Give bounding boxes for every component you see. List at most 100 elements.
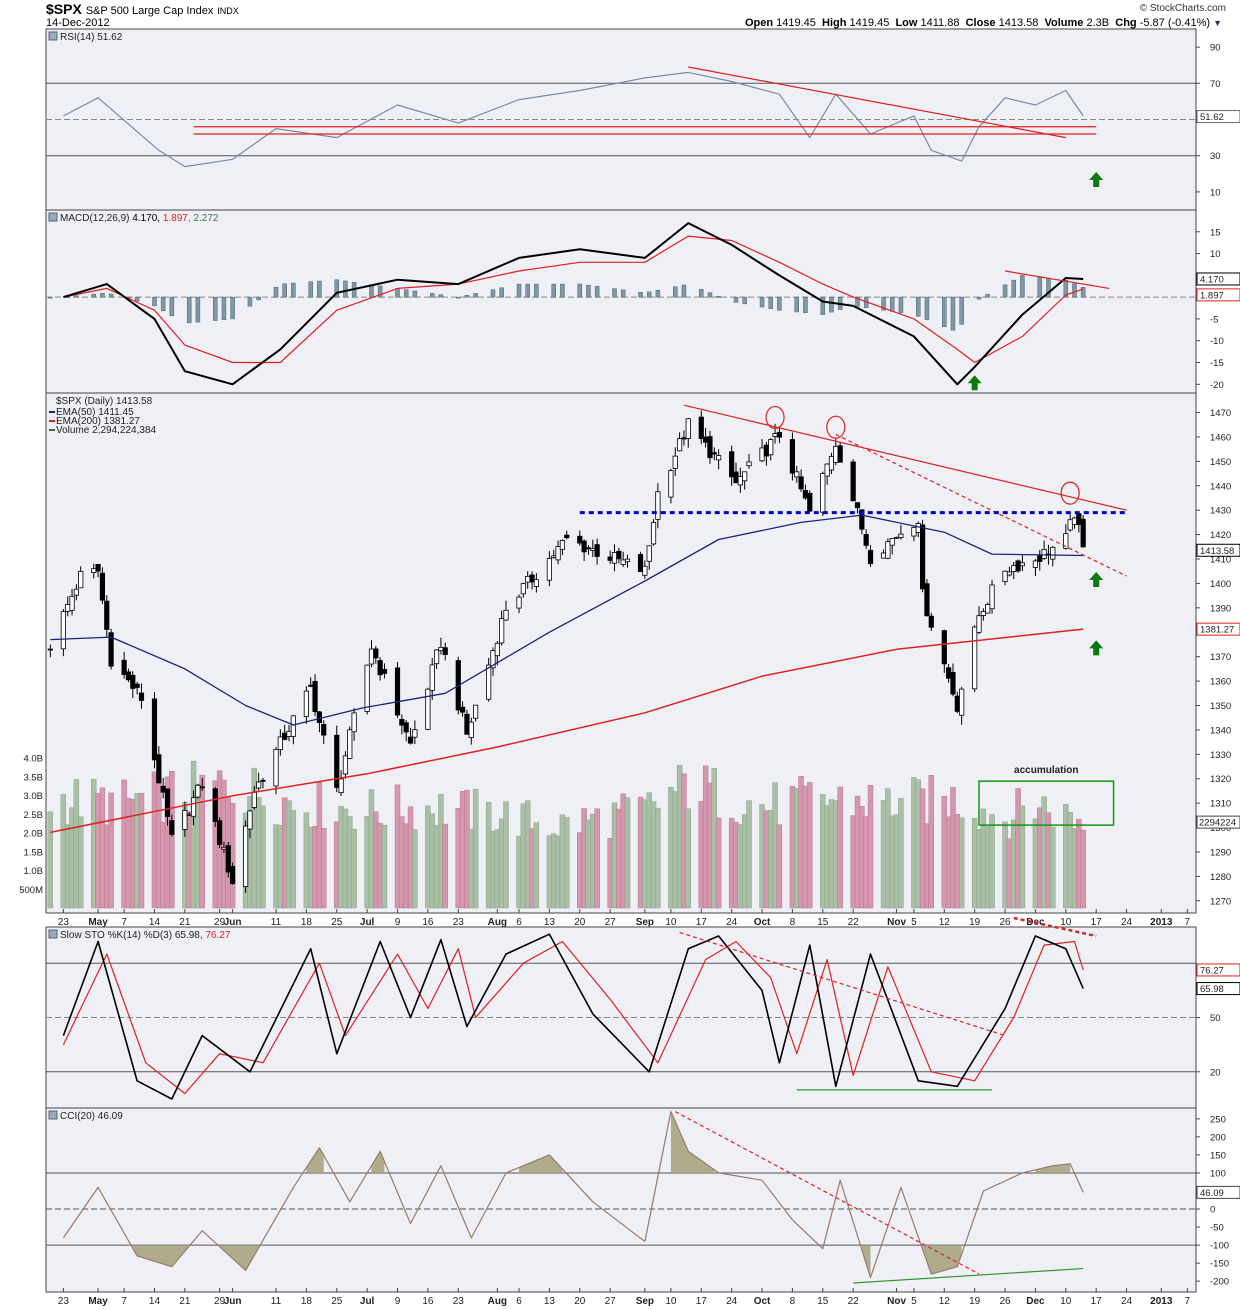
sto-d-line	[62, 940, 1084, 1095]
candle-body	[464, 713, 470, 735]
price-circle-4	[826, 415, 846, 439]
volume-bar	[776, 824, 783, 909]
candle-body	[169, 820, 175, 835]
candle-body	[347, 729, 353, 759]
cci-x-label: 18	[301, 1296, 313, 1307]
volume-bar	[138, 793, 145, 909]
candle-body	[130, 674, 136, 689]
macd-histogram-bar	[1011, 279, 1016, 298]
candle-body	[711, 452, 717, 455]
cci-x-label: Aug	[488, 1296, 507, 1307]
macd-histogram-bar	[108, 293, 114, 298]
candle-body	[672, 455, 678, 469]
candle-body	[460, 706, 466, 713]
rsi-tick-label: 10	[1210, 187, 1221, 198]
panel-settings-icon[interactable]	[48, 1110, 58, 1120]
price-dashed-trendline-1	[835, 433, 1127, 577]
candle-body	[260, 779, 266, 782]
volume-value: 2.3B	[1086, 17, 1110, 29]
candle-body	[611, 552, 618, 564]
candle-body	[212, 788, 218, 822]
panel-settings-icon[interactable]	[48, 929, 58, 939]
price-tick-label: 1420	[1210, 530, 1231, 541]
candle-body	[303, 690, 309, 718]
macd-line	[63, 222, 1084, 386]
macd-histogram-bar	[473, 293, 478, 298]
cci-overbought-fill	[670, 1111, 715, 1173]
price-circle-5	[1060, 481, 1080, 505]
cci-tick-label: 0	[1210, 1205, 1215, 1216]
candle-body	[442, 647, 448, 655]
volume-tick-label: 1.0B	[23, 866, 43, 877]
volume-last-value: 2294224	[1199, 818, 1236, 829]
volume-bar	[655, 807, 661, 909]
candle-body	[69, 595, 75, 611]
candle-body	[468, 721, 474, 738]
price-arrow-up-7	[1089, 640, 1104, 656]
panel-settings-icon[interactable]	[48, 212, 58, 222]
candle-body	[642, 565, 648, 576]
candle-body	[924, 583, 930, 617]
price-x-label: 17	[696, 917, 708, 928]
candle-body	[251, 791, 257, 808]
candle-body	[381, 669, 388, 674]
cci-x-label: 29	[214, 1296, 226, 1307]
price-x-label: 18	[301, 917, 313, 928]
candle-body	[156, 754, 162, 784]
macd-histogram-bar	[881, 296, 886, 311]
candle-body	[1080, 518, 1086, 548]
cci-trendline-1	[853, 1267, 1084, 1284]
candle-body	[273, 749, 279, 787]
price-tick-label: 1370	[1210, 652, 1231, 663]
candle-body	[646, 545, 652, 562]
cci-x-label: 12	[939, 1296, 951, 1307]
price-last-value: 1413.58	[1200, 546, 1234, 557]
rsi-tick-label: 70	[1210, 79, 1221, 90]
dropdown-icon[interactable]: ▼	[1213, 18, 1222, 28]
cci-title: CCI(20) 46.09	[60, 1111, 123, 1122]
price-x-label: 2013	[1150, 917, 1173, 928]
candle-body	[716, 455, 722, 461]
candle-body	[555, 546, 561, 561]
price-tick-label: 1290	[1210, 847, 1231, 858]
source-credit[interactable]: © StockCharts.com	[1139, 3, 1226, 14]
candle-body	[737, 476, 743, 486]
cci-x-label: 10	[1060, 1296, 1072, 1307]
macd-histogram-bar	[412, 290, 418, 298]
cci-tick-label: 250	[1210, 1114, 1226, 1125]
macd-histogram-bar	[742, 296, 747, 305]
candle-body	[863, 534, 869, 546]
price-circle-3	[765, 405, 785, 430]
volume-tick-label: 4.0B	[23, 754, 43, 765]
cci-x-label: 23	[453, 1296, 465, 1307]
volume-bar	[624, 797, 631, 909]
panel-settings-icon[interactable]	[48, 31, 58, 41]
candle-body	[247, 810, 253, 830]
price-x-label: 8	[790, 917, 796, 928]
cci-x-label: 13	[544, 1296, 556, 1307]
candle-body	[91, 568, 97, 573]
cci-x-label: 26	[999, 1296, 1011, 1307]
price-x-label: 16	[422, 917, 434, 928]
macd-histogram-bar	[1002, 284, 1008, 298]
macd-title-signal: 1.897,	[163, 213, 194, 224]
candle-body	[733, 471, 739, 484]
index-name: S&P 500 Large Cap Index	[85, 5, 214, 17]
macd-histogram-bar	[499, 287, 504, 298]
high-label: High	[822, 17, 847, 29]
legend-entry: EMA(50) 1411.45	[56, 407, 134, 418]
volume-bar	[1019, 805, 1026, 909]
candle-body	[590, 548, 596, 551]
candle-body	[342, 755, 349, 775]
macd-panel	[45, 209, 1197, 394]
macd-histogram-bar	[577, 283, 583, 298]
cci-tick-label: -150	[1210, 1259, 1229, 1270]
macd-histogram-bar	[1080, 286, 1086, 298]
cci-x-label: 2013	[1150, 1296, 1173, 1307]
candle-body	[121, 659, 127, 675]
candle-body	[637, 554, 644, 572]
candle-body	[486, 664, 492, 700]
macd-histogram-bar	[282, 283, 287, 298]
price-x-label: 7	[121, 917, 127, 928]
